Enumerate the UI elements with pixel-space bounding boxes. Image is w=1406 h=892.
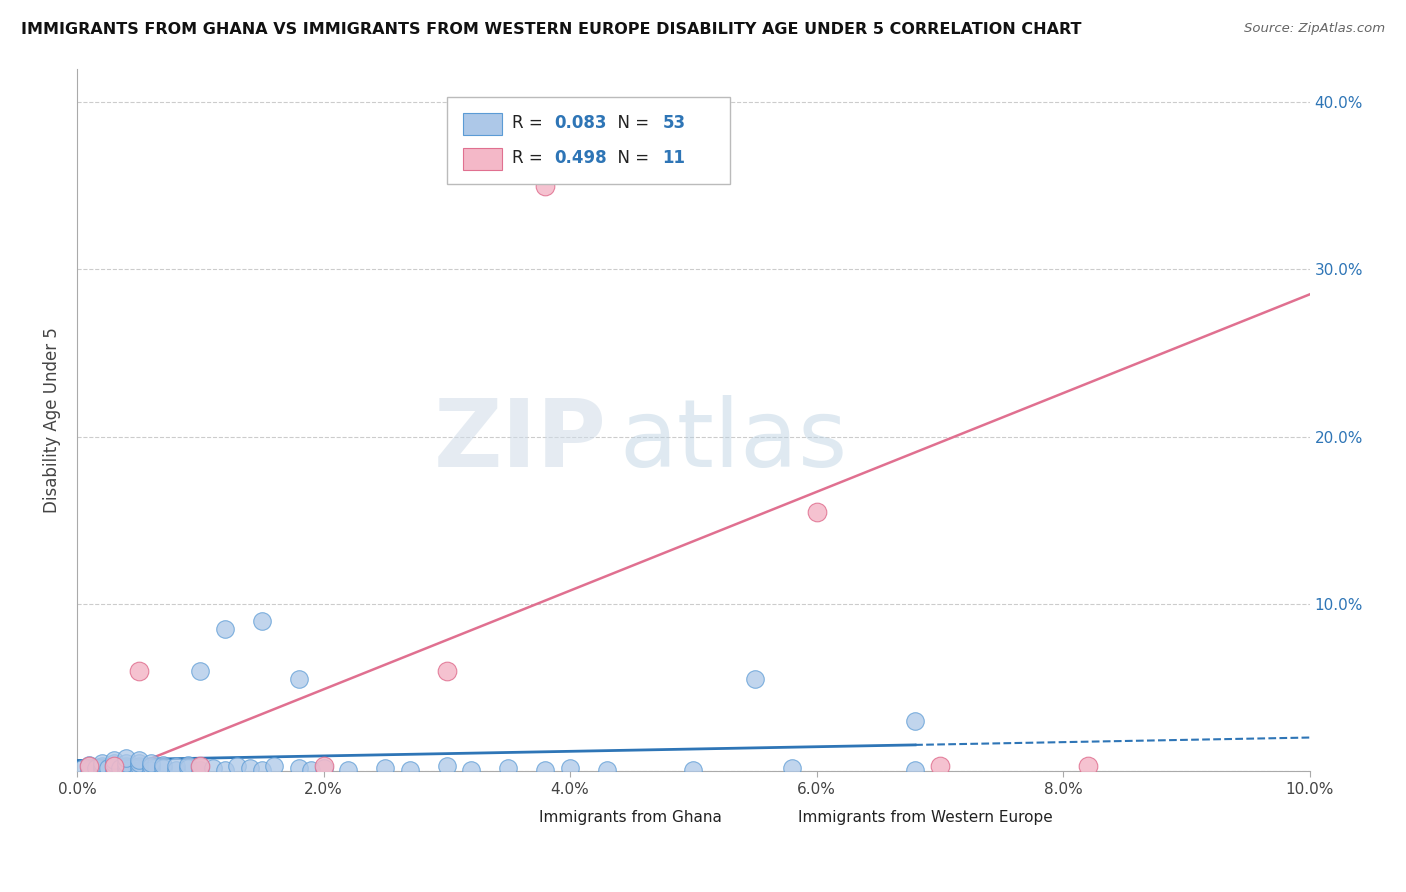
Point — [79, 759, 101, 773]
Point — [103, 759, 125, 773]
Point — [90, 759, 112, 773]
Point — [436, 759, 458, 773]
Point — [658, 128, 681, 143]
Text: Immigrants from Ghana: Immigrants from Ghana — [540, 810, 723, 824]
Point — [128, 759, 150, 773]
Text: N =: N = — [607, 114, 654, 132]
Point — [115, 763, 138, 777]
Point — [239, 761, 262, 775]
Point — [84, 761, 107, 775]
Point — [110, 761, 132, 775]
Point — [97, 761, 120, 775]
Point — [79, 763, 101, 777]
Point — [201, 761, 224, 775]
Y-axis label: Disability Age Under 5: Disability Age Under 5 — [44, 327, 60, 513]
Text: 0.083: 0.083 — [554, 114, 606, 132]
Bar — [502, 812, 530, 833]
Point — [139, 756, 162, 770]
Text: Immigrants from Western Europe: Immigrants from Western Europe — [799, 810, 1053, 824]
Point — [177, 761, 200, 775]
Point — [596, 763, 619, 777]
Point — [904, 763, 927, 777]
Point — [188, 759, 211, 773]
Point — [115, 751, 138, 765]
Point — [374, 761, 396, 775]
Point — [72, 761, 94, 775]
Point — [460, 763, 482, 777]
Text: R =: R = — [512, 114, 548, 132]
Text: 11: 11 — [662, 150, 686, 168]
Point — [177, 757, 200, 772]
Point — [103, 756, 125, 770]
Point — [103, 763, 125, 777]
Point — [115, 756, 138, 770]
Point — [288, 761, 311, 775]
Point — [534, 178, 557, 193]
Text: IMMIGRANTS FROM GHANA VS IMMIGRANTS FROM WESTERN EUROPE DISABILITY AGE UNDER 5 C: IMMIGRANTS FROM GHANA VS IMMIGRANTS FROM… — [21, 22, 1081, 37]
Point — [928, 759, 950, 773]
Point — [250, 763, 273, 777]
Point — [128, 756, 150, 770]
Point — [188, 759, 211, 773]
Point — [250, 614, 273, 628]
Text: 0.498: 0.498 — [554, 150, 606, 168]
Point — [806, 505, 828, 519]
Point — [214, 622, 236, 636]
Point — [299, 763, 322, 777]
Point — [103, 759, 125, 773]
Point — [498, 761, 520, 775]
Text: R =: R = — [512, 150, 548, 168]
Text: Source: ZipAtlas.com: Source: ZipAtlas.com — [1244, 22, 1385, 36]
Point — [682, 763, 704, 777]
Point — [90, 756, 112, 770]
Point — [139, 759, 162, 773]
Point — [534, 763, 557, 777]
Point — [115, 759, 138, 773]
Point — [152, 757, 174, 772]
Point — [128, 664, 150, 678]
Point — [312, 759, 335, 773]
Point — [226, 759, 249, 773]
Point — [165, 763, 187, 777]
Text: 53: 53 — [662, 114, 686, 132]
Bar — [761, 812, 789, 833]
Text: N =: N = — [607, 150, 654, 168]
Point — [214, 763, 236, 777]
Point — [103, 753, 125, 767]
Bar — [463, 148, 502, 170]
Point — [152, 761, 174, 775]
Point — [128, 753, 150, 767]
Point — [90, 763, 112, 777]
Point — [188, 763, 211, 777]
Point — [288, 673, 311, 687]
Point — [436, 664, 458, 678]
Point — [263, 759, 285, 773]
Point — [312, 761, 335, 775]
Point — [904, 714, 927, 728]
FancyBboxPatch shape — [447, 96, 730, 185]
Text: ZIP: ZIP — [434, 395, 607, 487]
Point — [744, 673, 766, 687]
Bar — [463, 112, 502, 136]
Point — [558, 761, 581, 775]
Text: atlas: atlas — [620, 395, 848, 487]
Point — [1077, 759, 1099, 773]
Point — [79, 757, 101, 772]
Point — [337, 763, 360, 777]
Point — [188, 664, 211, 678]
Point — [398, 763, 420, 777]
Point — [139, 763, 162, 777]
Point — [780, 761, 803, 775]
Point — [165, 759, 187, 773]
Point — [128, 763, 150, 777]
